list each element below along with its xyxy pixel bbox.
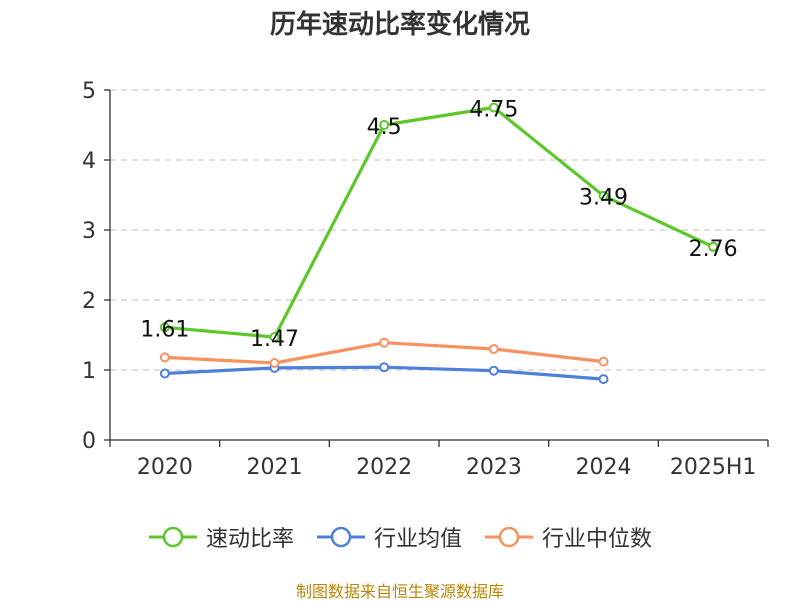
legend-circle [330,526,352,548]
data-label: 4.75 [469,98,518,123]
data-point [379,337,390,348]
grid-lines [110,89,768,371]
series-line-0 [164,105,714,339]
legend-circle [162,526,184,548]
data-point [488,365,499,376]
data-point [379,120,390,130]
x-tick-label: 2021 [247,455,303,480]
legend-label: 行业均值 [373,527,462,552]
y-tick-label: 2 [82,289,96,314]
series-layer [159,102,719,385]
x-tick-label: 2022 [356,455,412,480]
legend-marker-icon [485,526,533,548]
data-labels: 1.61 1.47 4.5 4.75 3.49 2.76 [140,98,737,353]
data-label: 1.47 [250,327,299,352]
legend-circle [498,526,520,548]
legend-marker-icon [148,526,197,548]
data-point [159,322,170,333]
data-point [269,332,280,343]
legend-item[interactable]: 行业均值 [316,521,462,553]
source-note: 制图数据来自恒生聚源数据库 [295,582,504,601]
legend-label: 速动比率 [205,527,294,552]
data-point [159,368,170,379]
data-point [598,356,609,367]
data-label: 1.61 [140,317,189,342]
x-tick-label: 2024 [576,455,632,480]
legend: 速动比率 行业均值 行业中位数 [0,520,800,554]
legend-item[interactable]: 行业中位数 [484,521,652,553]
chart-title: 历年速动比率变化情况 [269,10,530,40]
data-label: 2.76 [689,237,738,262]
data-point [159,352,170,363]
y-tick-label: 4 [82,149,96,174]
axes: 0 1 2 3 4 5 2020 2021 2022 2023 2024 2025H1 [82,79,769,480]
data-point [708,241,719,252]
data-point [488,344,499,354]
data-point [598,190,609,201]
legend-item[interactable]: 速动比率 [148,521,294,553]
data-point [598,374,609,385]
x-tick-label: 2020 [137,455,193,480]
y-tick-label: 5 [82,79,96,104]
data-point [379,362,390,373]
x-tick-label: 2025H1 [670,455,757,480]
y-tick-label: 1 [82,359,96,384]
data-point [488,102,499,113]
y-tick-label: 3 [82,219,96,244]
legend-label: 行业中位数 [542,527,653,552]
legend-marker-icon [316,526,365,548]
data-label: 3.49 [579,186,628,211]
data-point [269,358,280,368]
y-tick-label: 0 [82,429,96,454]
data-label: 4.5 [367,115,402,140]
x-tick-label: 2023 [466,455,522,480]
